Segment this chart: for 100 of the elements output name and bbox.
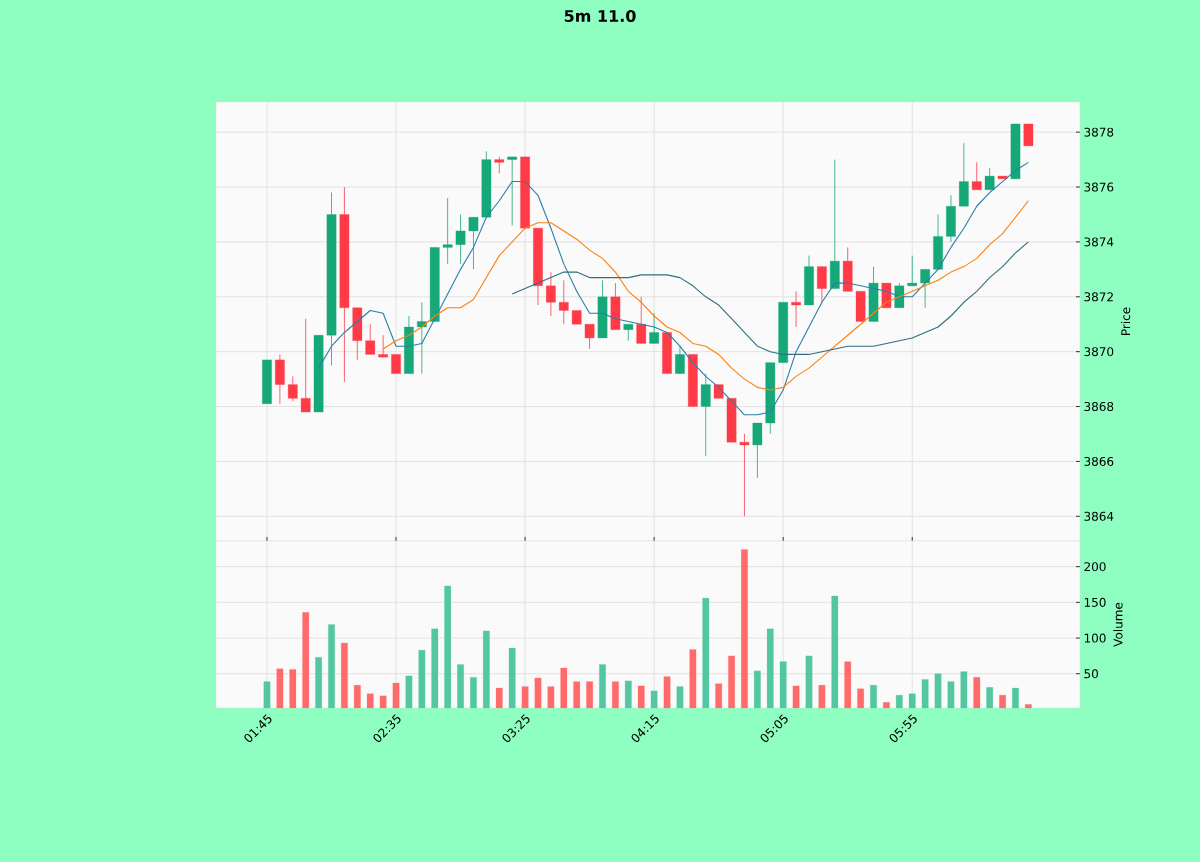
candlestick [675, 345, 685, 375]
bar [857, 688, 864, 709]
bar [986, 687, 993, 709]
y-tick-label: 3870 [1084, 347, 1114, 357]
bar [741, 549, 748, 709]
bar [341, 642, 348, 709]
bar [883, 702, 890, 709]
bar [921, 679, 929, 709]
bar [973, 677, 981, 709]
bar [353, 685, 361, 709]
bar [599, 664, 606, 709]
y-tick-label: 3864 [1084, 511, 1114, 521]
candlestick [791, 290, 801, 328]
y-tick-label: 100 [1084, 633, 1106, 643]
bar [947, 681, 955, 709]
candlestick [1023, 123, 1034, 147]
bar [276, 668, 284, 709]
bar [844, 661, 852, 709]
bar [612, 681, 619, 709]
candlestick [559, 279, 569, 325]
bar [792, 685, 800, 709]
bar [1025, 704, 1032, 709]
candlestick [817, 266, 827, 303]
bar [521, 686, 529, 709]
bar [960, 671, 968, 709]
candlestick [649, 312, 659, 344]
bar [676, 686, 684, 709]
bar [779, 661, 787, 709]
y-tick-label: 3874 [1084, 237, 1114, 247]
bar [831, 595, 839, 709]
bar [754, 670, 761, 709]
candlestick [494, 156, 505, 174]
candlestick [288, 375, 298, 402]
bar [896, 695, 903, 709]
bar [560, 667, 568, 709]
y-tick-label: 200 [1084, 562, 1106, 572]
candlestick [507, 156, 517, 226]
y-tick-label: 3878 [1084, 127, 1114, 137]
bar [431, 628, 439, 709]
y-tick-label: 3872 [1084, 292, 1113, 302]
y-tick-label: 3866 [1084, 456, 1114, 466]
candlestick [907, 255, 918, 287]
bar [534, 677, 542, 709]
bar [315, 657, 322, 709]
bar [818, 685, 826, 709]
chart-title: 5m 11.0 [564, 9, 636, 23]
y-axis-title: Price [1120, 307, 1131, 335]
bar [289, 669, 297, 709]
y-tick-label: 50 [1084, 669, 1098, 679]
bar [934, 673, 942, 709]
candlestick [365, 323, 376, 355]
bar [702, 597, 710, 709]
bar [392, 682, 400, 709]
bar [908, 693, 916, 709]
bar [470, 677, 477, 709]
bar [637, 685, 645, 709]
bar [444, 585, 451, 709]
bar [999, 695, 1006, 709]
candlestick [455, 214, 466, 265]
bar [302, 612, 310, 709]
candlestick [546, 271, 556, 317]
candlestick [971, 161, 982, 191]
bar [366, 693, 374, 709]
candlestick [752, 422, 763, 479]
candlestick [442, 197, 453, 265]
y-axis-title: Volume [1113, 602, 1123, 647]
candlestick [894, 282, 905, 309]
bar [586, 681, 593, 709]
bar [457, 664, 464, 709]
bar [495, 687, 503, 709]
candlestick [300, 318, 311, 413]
candlestick [920, 268, 930, 309]
bar [547, 686, 555, 709]
bar [766, 628, 774, 709]
bar [805, 655, 813, 709]
candlestick [984, 167, 995, 191]
bar [418, 650, 426, 709]
bar [689, 649, 697, 709]
bar [483, 630, 490, 709]
y-tick-label: 3868 [1084, 402, 1114, 412]
candlestick [584, 323, 595, 350]
bar [870, 685, 877, 709]
candlestick [468, 216, 479, 270]
candlestick [417, 301, 427, 375]
candlestick [378, 334, 388, 358]
candlestick [739, 433, 750, 517]
y-tick-label: 3876 [1084, 182, 1114, 192]
bar [715, 683, 722, 709]
bar [405, 675, 413, 709]
bar [663, 676, 671, 709]
bar [573, 681, 581, 709]
candlestick [636, 296, 647, 344]
y-tick-label: 150 [1084, 597, 1106, 607]
bar [625, 680, 632, 709]
candlestick [391, 354, 401, 375]
bar [328, 624, 335, 709]
bar [650, 690, 658, 709]
bar [263, 681, 271, 709]
bar [728, 655, 735, 709]
bar [379, 695, 387, 709]
